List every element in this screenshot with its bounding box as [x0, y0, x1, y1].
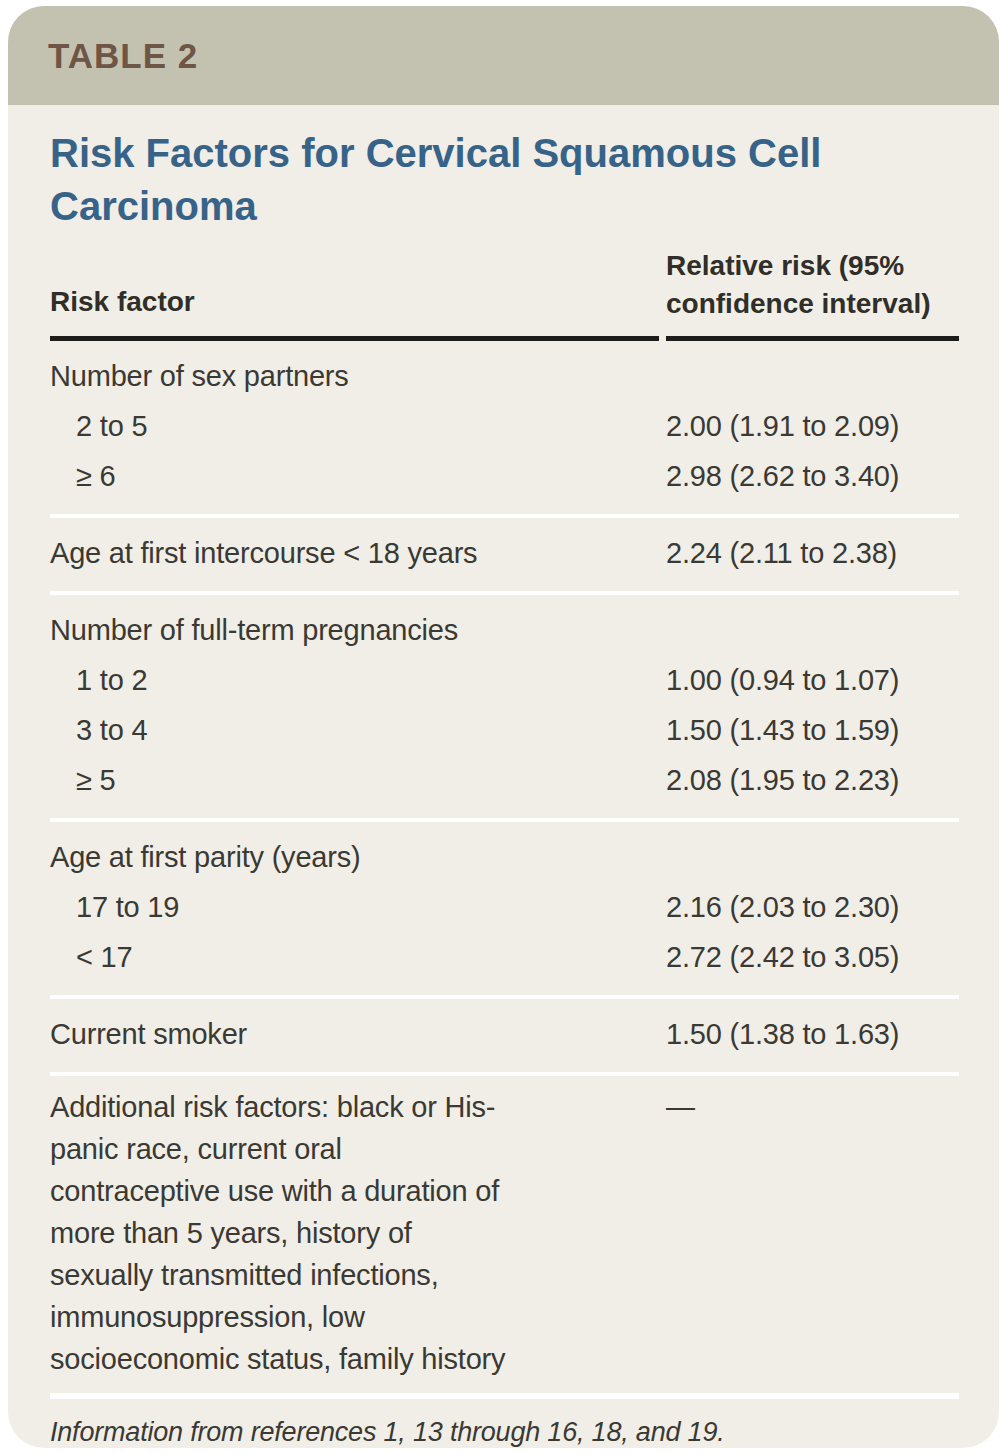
row-value: 2.24 (2.11 to 2.38): [666, 528, 959, 578]
table-card: TABLE 2 Risk Factors for Cervical Squamo…: [8, 6, 999, 1448]
row-label: Number of full-term pregnancies: [50, 605, 666, 655]
table-section-additional-factors: Additional risk factors: black or His­pa…: [50, 1072, 959, 1393]
table-section-pregnancies: Number of full-term pregnancies 1 to 2 1…: [50, 591, 959, 818]
table-row: Age at first parity (years): [50, 832, 959, 882]
row-value: —: [666, 1086, 959, 1128]
row-value: 2.16 (2.03 to 2.30): [666, 882, 959, 932]
row-label: 3 to 4: [50, 705, 666, 755]
table-row: 2 to 5 2.00 (1.91 to 2.09): [50, 401, 959, 451]
table-section-smoker: Current smoker 1.50 (1.38 to 1.63): [50, 995, 959, 1072]
row-label: 2 to 5: [50, 401, 666, 451]
table-row: 3 to 4 1.50 (1.43 to 1.59): [50, 705, 959, 755]
table-row: Age at first intercourse < 18 years 2.24…: [50, 528, 959, 578]
row-value: [666, 351, 959, 401]
row-label: Number of sex partners: [50, 351, 666, 401]
table-row: < 17 2.72 (2.42 to 3.05): [50, 932, 959, 982]
row-value: 1.50 (1.38 to 1.63): [666, 1009, 959, 1059]
row-label: 17 to 19: [50, 882, 666, 932]
column-headers-row: Risk factor Relative risk (95% confidenc…: [50, 247, 959, 341]
table-section-sex-partners: Number of sex partners 2 to 5 2.00 (1.91…: [50, 341, 959, 514]
table-row: ≥ 5 2.08 (1.95 to 2.23): [50, 755, 959, 805]
row-label: Age at first intercourse < 18 years: [50, 528, 666, 578]
row-value: [666, 605, 959, 655]
table-row: ≥ 6 2.98 (2.62 to 3.40): [50, 451, 959, 501]
row-label: ≥ 6: [50, 451, 666, 501]
row-value: 2.72 (2.42 to 3.05): [666, 932, 959, 982]
row-label: 1 to 2: [50, 655, 666, 705]
row-label: Age at first parity (years): [50, 832, 666, 882]
row-value: [666, 832, 959, 882]
column-header-risk-factor: Risk factor: [50, 283, 659, 341]
table-card-body: Risk Factors for Cervical Squamous Cell …: [8, 105, 999, 1448]
table-section-first-intercourse: Age at first intercourse < 18 years 2.24…: [50, 514, 959, 591]
table-row: Additional risk factors: black or His­pa…: [50, 1086, 959, 1380]
row-label: ≥ 5: [50, 755, 666, 805]
row-value: 2.08 (1.95 to 2.23): [666, 755, 959, 805]
table-row: 1 to 2 1.00 (0.94 to 1.07): [50, 655, 959, 705]
row-label: Current smoker: [50, 1009, 666, 1059]
row-value: 1.00 (0.94 to 1.07): [666, 655, 959, 705]
row-value: 1.50 (1.43 to 1.59): [666, 705, 959, 755]
table-title: Risk Factors for Cervical Squamous Cell …: [50, 127, 930, 233]
table-row: Current smoker 1.50 (1.38 to 1.63): [50, 1009, 959, 1059]
page: TABLE 2 Risk Factors for Cervical Squamo…: [0, 0, 1003, 1454]
row-label: Additional risk factors: black or His­pa…: [50, 1086, 666, 1380]
table-row: Number of sex partners: [50, 351, 959, 401]
table-row: 17 to 19 2.16 (2.03 to 2.30): [50, 882, 959, 932]
table-card-header: TABLE 2: [8, 6, 999, 105]
footnote-text: Information from references 1, 13 throug…: [50, 1412, 959, 1448]
row-value: 2.98 (2.62 to 3.40): [666, 451, 959, 501]
table-row: Number of full-term pregnancies: [50, 605, 959, 655]
column-header-relative-risk: Relative risk (95% confidence interval): [666, 247, 959, 341]
footnote-block: Information from references 1, 13 throug…: [50, 1393, 959, 1448]
row-value: 2.00 (1.91 to 2.09): [666, 401, 959, 451]
table-number-label: TABLE 2: [48, 36, 198, 76]
table-section-first-parity: Age at first parity (years) 17 to 19 2.1…: [50, 818, 959, 995]
row-label: < 17: [50, 932, 666, 982]
